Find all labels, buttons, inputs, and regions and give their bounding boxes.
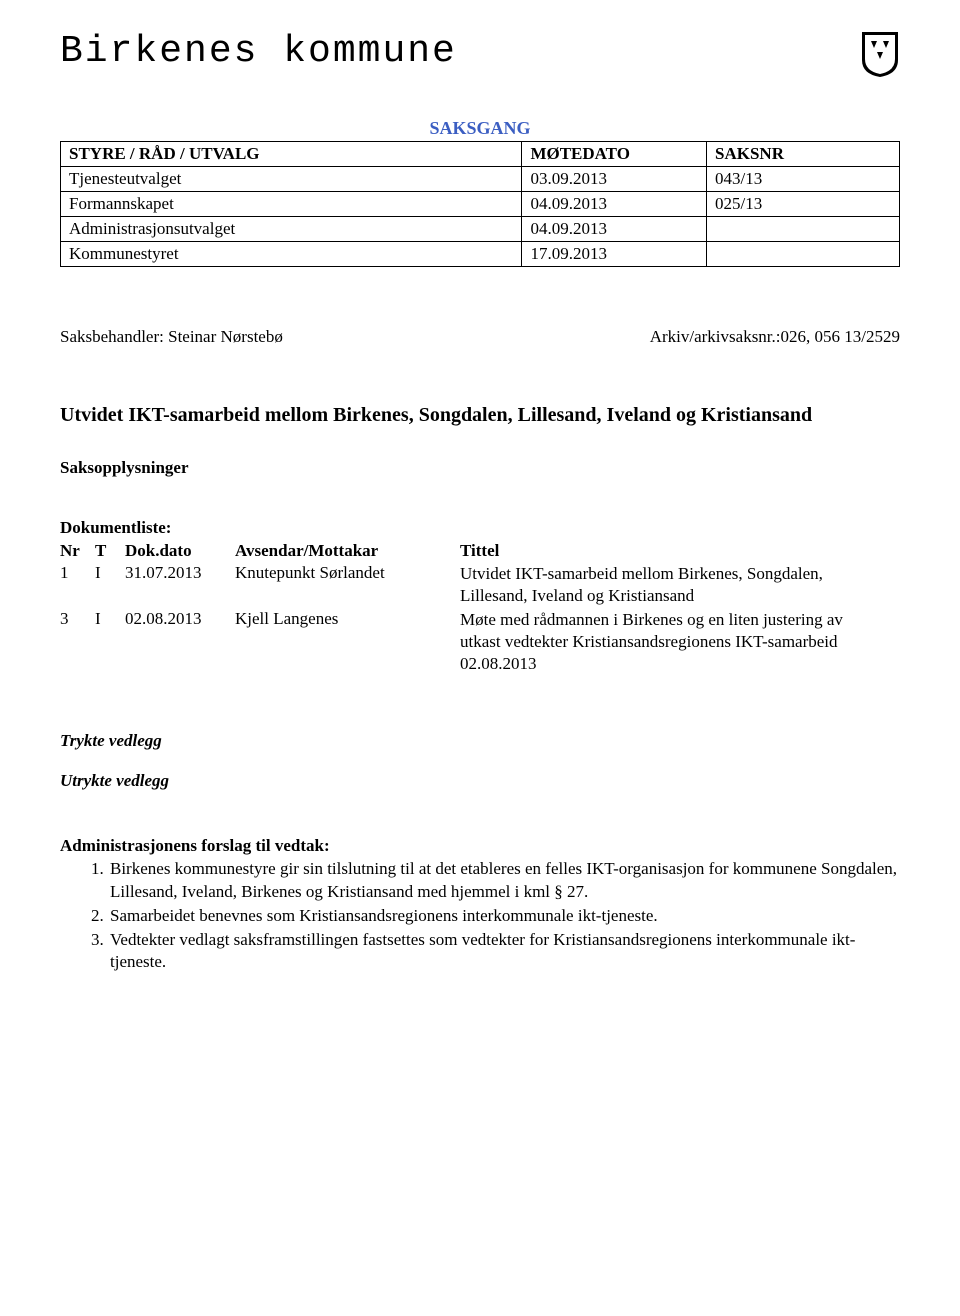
cell-nr: 3 bbox=[60, 608, 95, 676]
col-t: T bbox=[95, 540, 125, 562]
forslag-item: Birkenes kommunestyre gir sin tilslutnin… bbox=[108, 858, 900, 902]
table-row: Administrasjonsutvalget 04.09.2013 bbox=[61, 217, 900, 242]
col-nr: Nr bbox=[60, 540, 95, 562]
arkiv-label: Arkiv/arkivsaksnr.: bbox=[650, 327, 781, 346]
cell-dato: 31.07.2013 bbox=[125, 562, 235, 608]
col-saksnr: SAKSNR bbox=[707, 142, 900, 167]
arkiv-value: 026, 056 13/2529 bbox=[781, 327, 900, 346]
arkiv: Arkiv/arkivsaksnr.:026, 056 13/2529 bbox=[650, 327, 900, 347]
cell-dato: 02.08.2013 bbox=[125, 608, 235, 676]
cell-styre: Formannskapet bbox=[61, 192, 522, 217]
cell-dato: 03.09.2013 bbox=[522, 167, 707, 192]
cell-tittel: Møte med rådmannen i Birkenes og en lite… bbox=[460, 608, 900, 676]
saksbehandler-name: Steinar Nørstebø bbox=[168, 327, 283, 346]
cell-dato: 04.09.2013 bbox=[522, 192, 707, 217]
col-motedato: MØTEDATO bbox=[522, 142, 707, 167]
table-row: Kommunestyret 17.09.2013 bbox=[61, 242, 900, 267]
cell-t: I bbox=[95, 562, 125, 608]
cell-styre: Tjenesteutvalget bbox=[61, 167, 522, 192]
table-row: 1 I 31.07.2013 Knutepunkt Sørlandet Utvi… bbox=[60, 562, 900, 608]
forslag-item: Vedtekter vedlagt saksframstillingen fas… bbox=[108, 929, 900, 973]
saksgang-table: STYRE / RÅD / UTVALG MØTEDATO SAKSNR Tje… bbox=[60, 141, 900, 267]
dokumentliste-table: Nr T Dok.dato Avsendar/Mottakar Tittel 1… bbox=[60, 540, 900, 676]
cell-dato: 04.09.2013 bbox=[522, 217, 707, 242]
col-styre: STYRE / RÅD / UTVALG bbox=[61, 142, 522, 167]
saksbehandler: Saksbehandler: Steinar Nørstebø bbox=[60, 327, 283, 347]
saksgang-caption: SAKSGANG bbox=[60, 118, 900, 141]
cell-dato: 17.09.2013 bbox=[522, 242, 707, 267]
main-title: Utvidet IKT-samarbeid mellom Birkenes, S… bbox=[60, 402, 900, 428]
cell-saksnr bbox=[707, 242, 900, 267]
cell-avsendar: Knutepunkt Sørlandet bbox=[235, 562, 460, 608]
trykte-vedlegg-label: Trykte vedlegg bbox=[60, 731, 900, 751]
cell-styre: Administrasjonsutvalget bbox=[61, 217, 522, 242]
forslag-list: Birkenes kommunestyre gir sin tilslutnin… bbox=[60, 858, 900, 972]
cell-t: I bbox=[95, 608, 125, 676]
cell-tittel: Utvidet IKT-samarbeid mellom Birkenes, S… bbox=[460, 562, 900, 608]
table-row: Formannskapet 04.09.2013 025/13 bbox=[61, 192, 900, 217]
table-header-row: Nr T Dok.dato Avsendar/Mottakar Tittel bbox=[60, 540, 900, 562]
forslag-label: Administrasjonens forslag til vedtak: bbox=[60, 836, 900, 856]
cell-styre: Kommunestyret bbox=[61, 242, 522, 267]
saksbehandler-label: Saksbehandler: bbox=[60, 327, 164, 346]
cell-avsendar: Kjell Langenes bbox=[235, 608, 460, 676]
table-header-row: STYRE / RÅD / UTVALG MØTEDATO SAKSNR bbox=[61, 142, 900, 167]
page-title: Birkenes kommune bbox=[60, 30, 457, 73]
table-row: Tjenesteutvalget 03.09.2013 043/13 bbox=[61, 167, 900, 192]
kommune-shield-icon bbox=[860, 30, 900, 78]
col-avsendar: Avsendar/Mottakar bbox=[235, 540, 460, 562]
table-row: 3 I 02.08.2013 Kjell Langenes Møte med r… bbox=[60, 608, 900, 676]
forslag-item: Samarbeidet benevnes som Kristiansandsre… bbox=[108, 905, 900, 927]
cell-saksnr: 043/13 bbox=[707, 167, 900, 192]
cell-saksnr bbox=[707, 217, 900, 242]
col-dokdato: Dok.dato bbox=[125, 540, 235, 562]
saksopplysninger-label: Saksopplysninger bbox=[60, 458, 900, 478]
dokumentliste-label: Dokumentliste: bbox=[60, 518, 900, 538]
cell-nr: 1 bbox=[60, 562, 95, 608]
col-tittel: Tittel bbox=[460, 540, 900, 562]
utrykte-vedlegg-label: Utrykte vedlegg bbox=[60, 771, 900, 791]
cell-saksnr: 025/13 bbox=[707, 192, 900, 217]
